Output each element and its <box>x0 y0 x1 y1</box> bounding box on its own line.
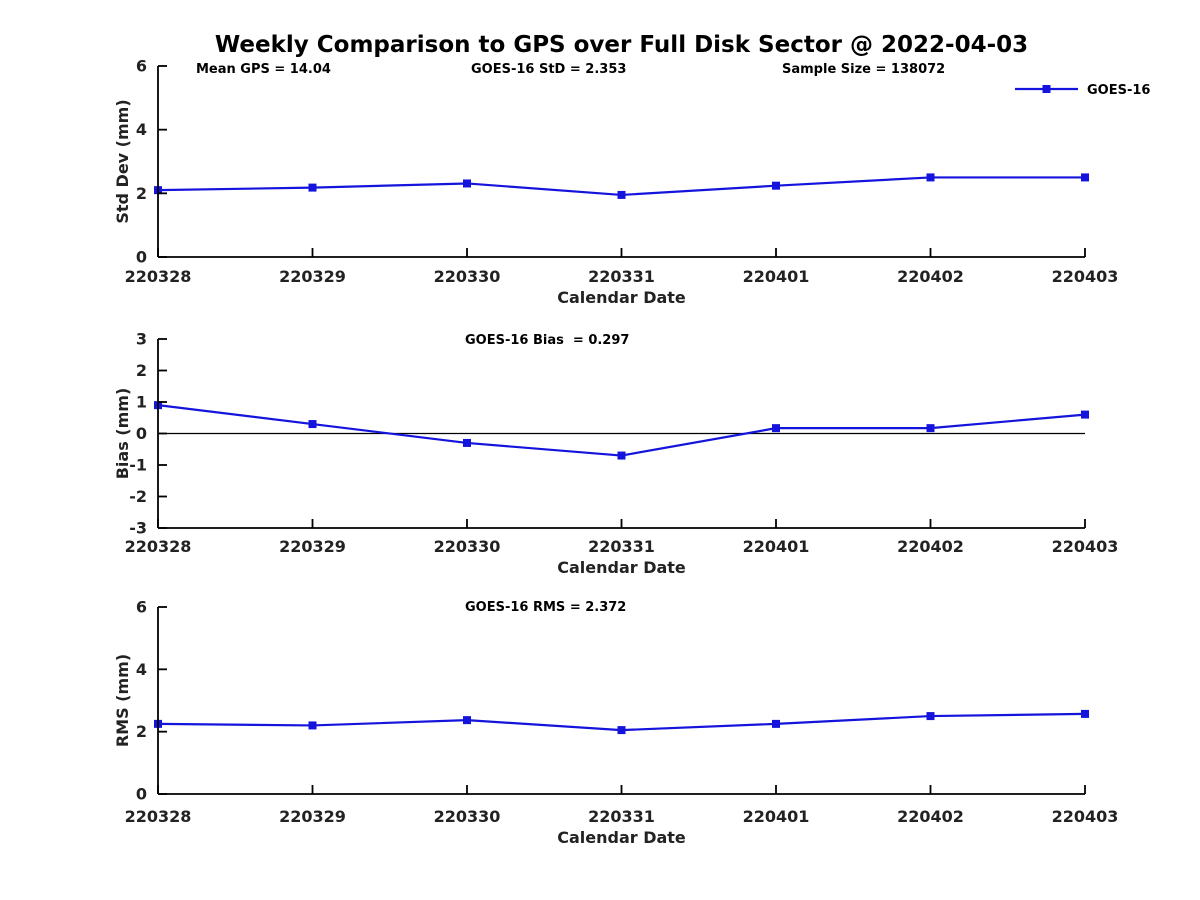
data-point <box>772 181 780 190</box>
x-tick-label: 220402 <box>897 537 964 556</box>
series-line-goes-16 <box>157 404 1086 457</box>
x-tick-label: 220330 <box>434 267 501 286</box>
x-tick-label: 220328 <box>125 807 192 826</box>
y-axis-label: RMS (mm) <box>113 654 132 747</box>
x-tick-label: 220328 <box>125 267 192 286</box>
y-tick-label: 1 <box>136 393 147 412</box>
data-point <box>772 424 780 433</box>
legend: GOES-16 <box>1015 83 1150 98</box>
legend-marker-square <box>1042 85 1051 93</box>
x-tick-label: 220329 <box>279 267 346 286</box>
data-point <box>617 190 626 199</box>
x-tick-label: 220401 <box>743 537 810 556</box>
annotation-std-dev-1: GOES-16 StD = 2.353 <box>471 62 626 77</box>
x-tick-label: 220403 <box>1052 267 1119 286</box>
data-point <box>926 712 935 721</box>
x-tick-label: 220330 <box>434 807 501 826</box>
x-tick-label: 220329 <box>279 807 346 826</box>
subplot-rms: 0 2 4 6 220328 220329 220330 220331 220401 220402… <box>113 598 1118 848</box>
y-tick-label: 0 <box>136 785 147 804</box>
y-tick-label: -3 <box>129 519 147 538</box>
y-tick-label: 6 <box>136 598 147 617</box>
y-tick-label: -2 <box>129 487 147 506</box>
data-point <box>463 179 471 188</box>
x-tick-label: 220401 <box>743 807 810 826</box>
y-axis-label: Bias (mm) <box>113 388 132 480</box>
annotation-std-dev-0: Mean GPS = 14.04 <box>196 62 331 77</box>
data-point <box>1081 410 1089 419</box>
data-point <box>1081 709 1089 718</box>
x-tick-label: 220329 <box>279 537 346 556</box>
data-point <box>1081 173 1089 182</box>
x-axis-label: Calendar Date <box>557 828 686 847</box>
subplot-bias: -3 -2 -1 0 1 2 3 220328 220329 220330 220331 220401… <box>113 330 1118 578</box>
data-point <box>772 719 780 728</box>
y-tick-label: 0 <box>136 248 147 267</box>
data-point <box>463 716 471 725</box>
y-tick-label: 4 <box>136 120 147 139</box>
y-tick-label: 0 <box>136 424 147 443</box>
x-tick-label: 220403 <box>1052 807 1119 826</box>
x-tick-label: 220330 <box>434 537 501 556</box>
figure-title: Weekly Comparison to GPS over Full Disk … <box>214 32 1029 58</box>
x-axis-label: Calendar Date <box>557 288 686 307</box>
x-tick-label: 220331 <box>588 537 655 556</box>
y-tick-label: 6 <box>136 57 147 76</box>
y-axis-label: Std Dev (mm) <box>113 99 132 223</box>
y-tick-label: 2 <box>136 184 147 203</box>
legend-label: GOES-16 <box>1087 83 1150 98</box>
y-tick-label: 2 <box>136 722 147 741</box>
data-point <box>463 438 471 447</box>
subplot-std-dev: 0 2 4 6 220328 220329 220330 220331 220401 220402… <box>113 57 1150 308</box>
x-tick-label: 220402 <box>897 267 964 286</box>
x-tick-label: 220402 <box>897 807 964 826</box>
annotation-bias-0: GOES-16 Bias = 0.297 <box>465 333 629 348</box>
y-tick-label: 2 <box>136 361 147 380</box>
x-axis-label: Calendar Date <box>557 558 686 577</box>
x-tick-label: 220331 <box>588 807 655 826</box>
annotation-rms-0: GOES-16 RMS = 2.372 <box>465 600 626 615</box>
x-tick-label: 220403 <box>1052 537 1119 556</box>
x-tick-label: 220401 <box>743 267 810 286</box>
data-point <box>308 420 317 429</box>
data-point <box>926 173 935 182</box>
data-point <box>926 424 935 433</box>
data-point <box>308 183 317 192</box>
annotation-std-dev-2: Sample Size = 138072 <box>782 62 945 77</box>
y-tick-label: 3 <box>136 330 147 349</box>
x-tick-label: 220328 <box>125 537 192 556</box>
data-point <box>617 726 626 735</box>
y-tick-label: 4 <box>136 660 147 679</box>
data-point <box>617 451 626 460</box>
data-point <box>308 721 317 730</box>
x-tick-label: 220331 <box>588 267 655 286</box>
y-tick-label: -1 <box>129 456 147 475</box>
